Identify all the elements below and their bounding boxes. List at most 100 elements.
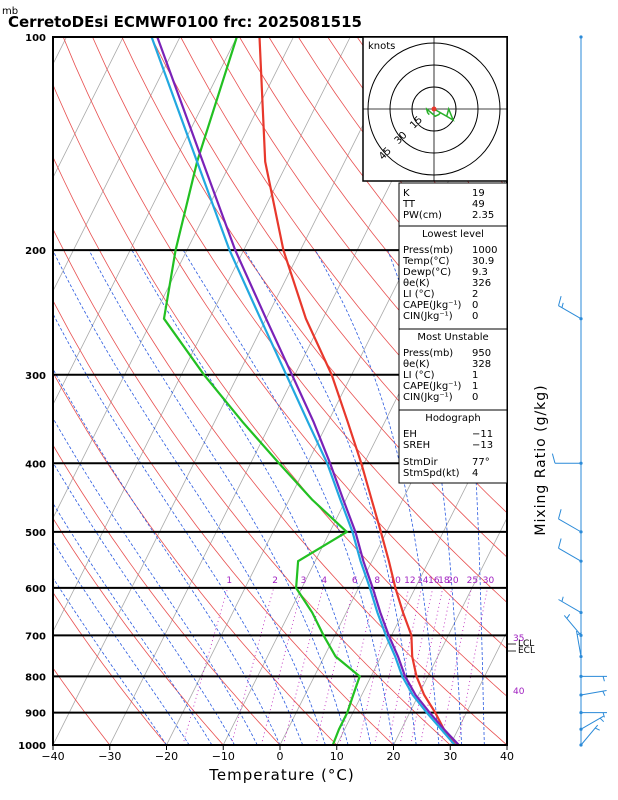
mixing-ratio-label: 10 [389,576,401,586]
index-value: 0 [472,300,478,311]
hodograph-storm-motion-dot [431,106,437,112]
moist-adiabat-line [314,249,440,745]
moist-adiabat-line [53,368,281,745]
wind-barb-feather [561,596,564,602]
dry-adiabat-line [592,37,618,745]
index-label: K [403,188,410,199]
wind-barb-base [579,711,583,715]
wind-barb-staff [580,690,607,696]
dewpoint-line [162,37,361,745]
wind-barb-staff [558,599,582,613]
wind-barb-feather [558,538,562,549]
dry-adiabat-line [180,37,507,471]
index-label: Dewp(°C) [403,267,451,278]
index-value: 19 [472,188,485,199]
moist-adiabat-line [53,502,213,745]
dry-adiabat-line [53,371,338,745]
pressure-tick-label: 300 [25,371,46,382]
wind-profile [551,35,608,747]
isotherm-line [393,517,507,745]
pressure-tick-label: 500 [25,528,46,539]
index-value: −13 [472,440,493,451]
dry-adiabat-line [563,37,618,745]
mixing-ratio-line [339,587,377,745]
wind-barb-feather [566,614,571,619]
wind-barb-base [579,693,583,697]
moist-adiabat-line [244,249,417,745]
index-value: 4 [472,468,478,479]
isotherm-line [53,37,351,633]
isotherm-line [0,37,10,745]
dry-adiabat-line [53,517,224,745]
wind-barb-feather [558,295,562,306]
dry-adiabat-line [53,156,507,745]
indices-frame [398,182,508,484]
mixing-ratio-label: 8 [374,576,380,586]
x-axis-label: Temperature (°C) [208,766,354,784]
index-value: 2 [472,289,478,300]
mixing-ratio-label: 3 [301,576,307,586]
dry-adiabat-line [150,37,507,514]
wind-barb-staff [580,724,599,746]
temperature-tick-label: −40 [41,750,64,763]
index-label: StmSpd(kt) [403,468,460,479]
pressure-unit-label: mb [2,6,18,17]
dry-adiabat-line [121,37,507,558]
index-label: θe(K) [403,278,430,289]
temperature-axis: −40 −30 −20 −10 0 10 20 30 40 [41,745,514,763]
parcel-virtual-line [156,37,460,745]
ecl-label: ECL [518,646,535,656]
mixing-ratio-label: 20 [447,576,459,586]
index-value: −11 [472,429,493,440]
indices-section-title: Most Unstable [417,332,488,343]
mixing-ratio-line [315,587,354,745]
temperature-tick-label: 10 [330,750,344,763]
dry-adiabat-line [53,444,281,745]
moist-adiabat-line [53,577,167,745]
indices-section-title: Lowest level [422,229,484,240]
dry-adiabat-line [53,299,394,745]
wind-barb-feather [551,453,556,464]
mixing-ratio-line [440,587,472,745]
parcel-line [150,37,456,745]
wind-barb-staff [558,547,582,562]
temperature-tick-label: 0 [277,750,284,763]
mixing-ratio-label: 4 [321,576,327,586]
moist-adiabat-line [131,249,372,745]
hodograph-trace [425,106,455,122]
mixing-ratio-label: 12 [404,576,415,586]
wind-barb-staff [558,305,582,320]
index-label: CIN(Jkg⁻¹) [403,311,453,322]
dry-adiabat-line [53,667,111,745]
wind-barb-feather [561,302,564,308]
mixing-ratio-label: 18 [438,576,450,586]
wind-barb-staff [576,630,582,657]
isotherm-line [53,37,294,519]
index-value: 1 [472,381,478,392]
pressure-tick-label: 1000 [18,741,46,752]
isotherm-line [53,37,181,292]
index-label: TT [402,199,416,210]
theta-e-label-40: 40 [513,687,525,697]
temperature-tick-label: −30 [98,750,121,763]
pressure-tick-label: 100 [25,33,46,44]
hodograph-units: knots [368,41,395,52]
wind-barb-base [579,654,583,659]
isotherm-line [564,37,618,745]
chart-title: CerretoDEsi ECMWF0100 frc: 2025081515 [8,13,362,31]
pressure-tick-label: 700 [25,631,46,642]
index-value: 0 [472,311,478,322]
wind-barb-feather [594,727,600,731]
mixing-ratio-label: 2 [272,576,278,586]
dry-adiabat-line [53,228,451,745]
moist-adiabat-line [53,417,258,745]
mixing-ratio-line [283,587,324,745]
mixing-ratio-label: 25 [467,576,478,586]
wind-barb-staff [563,615,582,636]
wind-barb-feather [602,676,605,682]
index-value: 328 [472,359,491,370]
moist-adiabat-line [53,540,190,745]
wind-barb-feather [602,690,606,696]
